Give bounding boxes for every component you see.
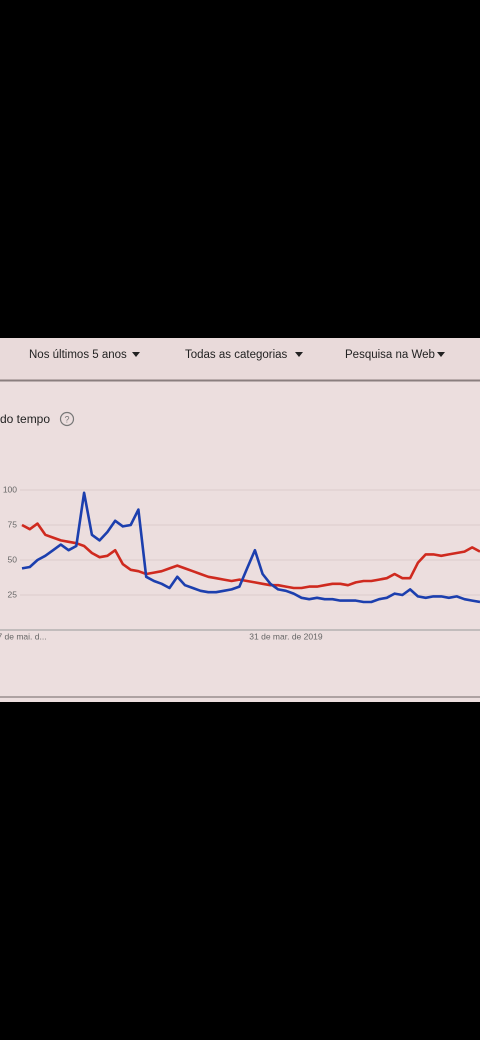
chart-title: do tempo	[0, 412, 50, 426]
y-tick-label: 25	[8, 589, 18, 599]
series-line	[21, 491, 480, 604]
x-tick-label: 7 de mai. d...	[0, 631, 47, 641]
dropdown-arrow	[437, 352, 445, 357]
y-tick-label: 50	[8, 554, 18, 564]
dropdown-arrow	[295, 352, 303, 357]
y-tick-label: 100	[3, 484, 17, 494]
series-line	[21, 522, 480, 590]
help-icon[interactable]	[59, 411, 75, 427]
dropdown-arrow	[132, 352, 140, 357]
x-tick-label: 31 de mar. de 2019	[249, 631, 323, 641]
filter-category[interactable]: Todas as categorias	[185, 349, 288, 361]
panel	[0, 338, 480, 702]
filter-period[interactable]: Nos últimos 5 anos	[29, 349, 127, 361]
plot: 25 50 75 100 7 de mai. d... 31 de mar. de 201…	[0, 484, 480, 641]
filter-bar	[0, 338, 480, 380]
help-icon-mark: ?	[64, 414, 69, 424]
y-tick-label: 75	[8, 519, 18, 529]
filter-search-type[interactable]: Pesquisa na Web	[345, 349, 435, 361]
